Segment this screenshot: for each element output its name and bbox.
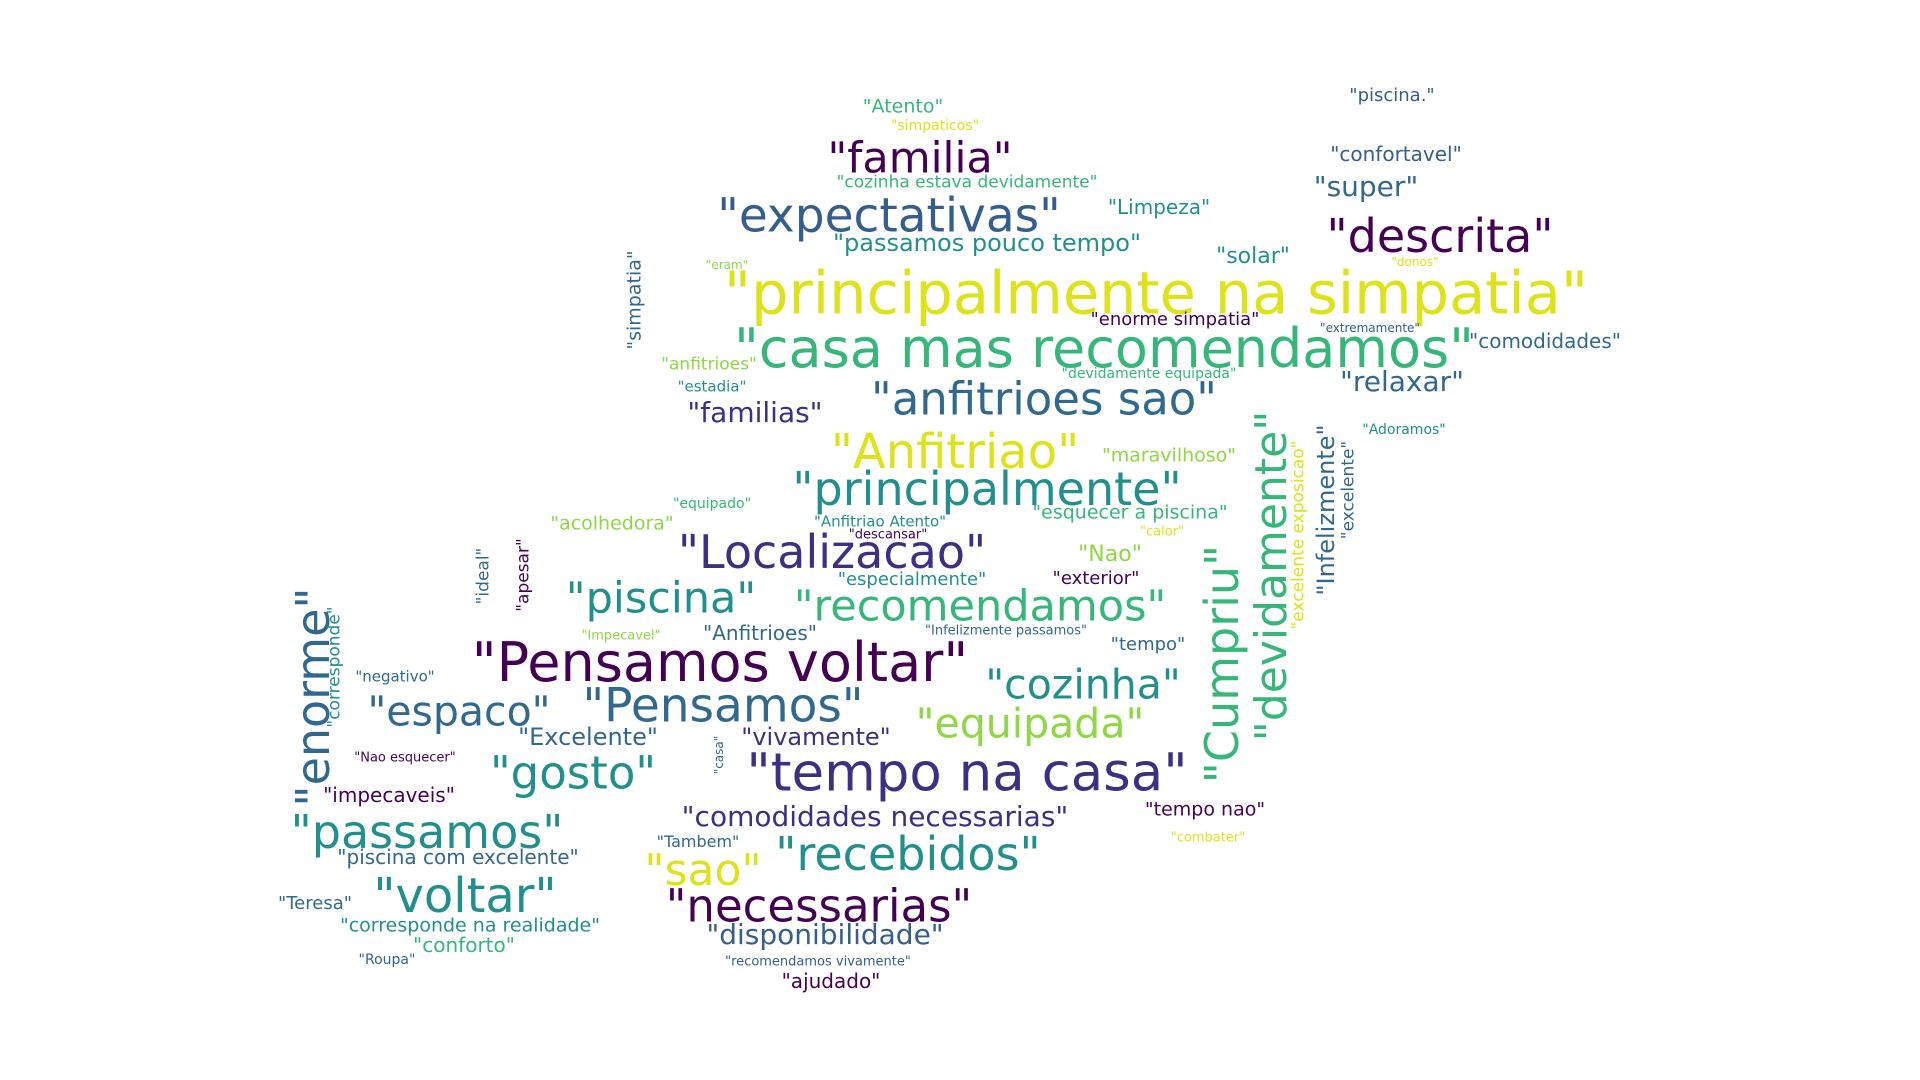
word-limpeza: "Limpeza" <box>1107 195 1211 219</box>
word-anfitrioes-sao: "anfitrioes sao" <box>870 372 1218 426</box>
word-pensamos-voltar: "Pensamos voltar" <box>471 631 969 694</box>
word-conforto: "conforto" <box>413 933 515 957</box>
word-enorme-simpatia: "enorme simpatia" <box>1090 309 1260 330</box>
word-exterior: "exterior" <box>1052 568 1140 589</box>
word-teresa: "Teresa" <box>277 893 353 914</box>
word-simpaticos: "simpaticos" <box>890 118 980 134</box>
word-adoramos: "Adoramos" <box>1362 422 1446 438</box>
word-cozinha: "cozinha" <box>985 660 1181 709</box>
word-familias: "familias" <box>687 396 823 429</box>
word-recomendamos: "recomendamos" <box>793 581 1167 632</box>
word-maravilhoso: "maravilhoso" <box>1101 444 1237 467</box>
word-calor: "calor" <box>1140 524 1184 540</box>
word-vivamente: "vivamente" <box>741 723 891 751</box>
word-espaco: "espaco" <box>367 687 551 736</box>
word-estadia: "estadia" <box>677 377 747 396</box>
word-casa-mas-recomendamos: "casa mas recomendamos" <box>734 317 1474 380</box>
word-confortavel: "confortavel" <box>1330 142 1462 166</box>
word-comodidades: "comodidades" <box>1469 329 1621 353</box>
word-corresponde-na-realidade: "corresponde na realidade" <box>340 914 600 937</box>
word-passamos: "passamos" <box>290 805 564 859</box>
word-infelizmente: "Infelizmente" <box>1312 424 1340 596</box>
word-solar: "solar" <box>1216 244 1290 269</box>
word-negativo: "negativo" <box>355 667 435 686</box>
word-devidamente: "devidamente" <box>1246 410 1297 742</box>
word-necessarias: "necessarias" <box>665 879 973 933</box>
word-super: "super" <box>1313 170 1419 203</box>
word-eram: "eram" <box>705 258 749 272</box>
word-infelizmente-passamos: "Infelizmente passamos" <box>925 623 1087 639</box>
word-excelente-cap: "Excelente" <box>518 723 658 751</box>
word-especialmente: "especialmente" <box>837 569 987 590</box>
word-apesar: "apesar" <box>513 538 534 612</box>
word-esquecer-a-piscina: "esquecer a piscina" <box>1032 501 1228 524</box>
word-impecavel: "Impecavel" <box>581 628 661 644</box>
word-relaxar: "relaxar" <box>1339 365 1465 398</box>
word-anfitriao: "Anfitriao" <box>830 424 1080 480</box>
word-excelente-exposicao: "excelente exposicao" <box>1288 440 1309 630</box>
word-cumpriu: "Cumpriu" <box>1195 544 1249 784</box>
word-equipada: "equipada" <box>915 699 1145 748</box>
word-piscina-dot: "piscina." <box>1349 85 1435 106</box>
word-acolhedora: "acolhedora" <box>550 512 674 535</box>
word-tempo: "tempo" <box>1110 634 1186 655</box>
word-sao: "sao" <box>644 845 762 896</box>
word-donos: "donos" <box>1391 255 1439 269</box>
word-cozinha-estava-devidamente: "cozinha estava devidamente" <box>836 172 1098 193</box>
word-piscina-com-excelente: "piscina com excelente" <box>337 845 579 869</box>
word-nao-esquecer: "Nao esquecer" <box>354 750 456 766</box>
word-tempo-na-casa: "tempo na casa" <box>746 742 1188 804</box>
word-principalmente: "principalmente" <box>792 462 1182 516</box>
word-casa: "casa" <box>712 735 726 775</box>
word-comodidades-necessarias: "comodidades necessarias" <box>681 800 1069 833</box>
word-extremamente: "extremamente" <box>1320 321 1420 335</box>
word-principalmente-na-simpatia: "principalmente na simpatia" <box>723 258 1589 328</box>
word-anfitrioes-cap: "Anfitrioes" <box>703 621 817 645</box>
word-gosto: "gosto" <box>489 746 657 800</box>
word-pensamos: "Pensamos" <box>582 678 864 734</box>
word-impecaveis: "impecaveis" <box>323 783 455 807</box>
word-corresponde: "corresponde" <box>324 606 345 728</box>
word-expectativas: "expectativas" <box>717 188 1061 244</box>
word-equipado: "equipado" <box>672 496 752 512</box>
word-recebidos: "recebidos" <box>775 827 1041 881</box>
word-tambem: "Tambem" <box>656 832 740 851</box>
word-voltar: "voltar" <box>373 868 557 924</box>
word-excelente: "excelente" <box>1338 440 1359 540</box>
word-ajudado: "ajudado" <box>781 969 881 993</box>
word-nao: "Nao" <box>1078 542 1142 567</box>
word-passamos-pouco-tempo: "passamos pouco tempo" <box>832 229 1142 257</box>
word-combater: "combater" <box>1170 830 1246 846</box>
word-ideal: "ideal" <box>473 547 494 605</box>
word-descansar: "descansar" <box>848 527 928 543</box>
word-simpatia: "simpatia" <box>623 250 646 350</box>
word-roupa: "Roupa" <box>358 952 416 968</box>
word-piscina: "piscina" <box>565 573 757 624</box>
word-disponibilidade: "disponibilidade" <box>706 918 944 951</box>
word-tempo-nao: "tempo nao" <box>1144 798 1266 821</box>
word-familia: "familia" <box>827 133 1013 184</box>
word-atento: "Atento" <box>862 95 944 118</box>
word-anfitrioes: "anfitrioes" <box>661 354 757 375</box>
word-recomendamos-vivamente: "recomendamos vivamente" <box>725 954 911 970</box>
word-devidamente-equipada: "devidamente equipada" <box>1061 366 1237 382</box>
word-anfitriao-atento: "Anfitriao Atento" <box>813 512 947 531</box>
word-descrita: "descrita" <box>1326 209 1554 263</box>
word-localizacao: "Localizacao" <box>677 525 987 579</box>
